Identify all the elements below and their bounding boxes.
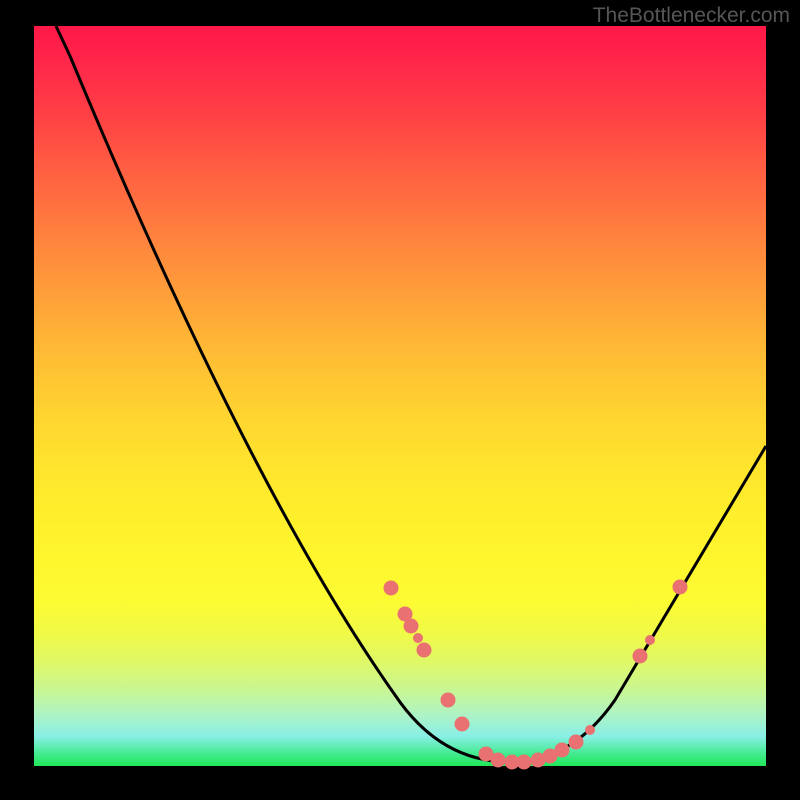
data-point bbox=[455, 717, 470, 732]
data-point bbox=[585, 725, 595, 735]
data-point bbox=[441, 693, 456, 708]
data-point bbox=[413, 633, 423, 643]
data-point bbox=[404, 619, 419, 634]
data-point bbox=[555, 743, 570, 758]
data-point bbox=[384, 581, 399, 596]
data-point bbox=[491, 753, 506, 768]
data-point bbox=[417, 643, 432, 658]
data-point bbox=[673, 580, 688, 595]
chart-gradient-background bbox=[34, 26, 766, 766]
data-point bbox=[569, 735, 584, 750]
watermark-text: TheBottlenecker.com bbox=[593, 4, 790, 28]
data-point bbox=[645, 635, 655, 645]
data-point bbox=[517, 755, 532, 770]
data-point bbox=[633, 649, 648, 664]
